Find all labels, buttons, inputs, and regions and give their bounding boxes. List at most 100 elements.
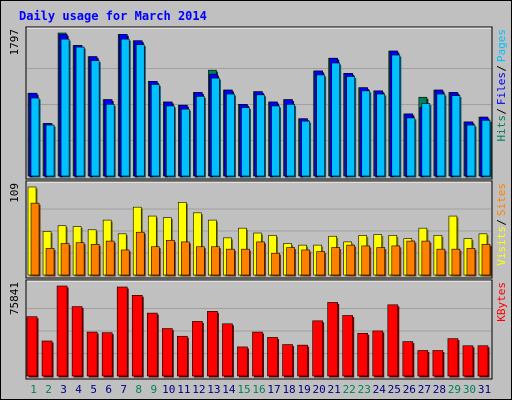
bar-sites-day-16 [256, 241, 265, 276]
bar-sites-day-2 [45, 248, 55, 276]
bar-sites-day-11 [181, 241, 190, 276]
bar-kbytes-day-28 [432, 350, 444, 377]
legend-pages: Pages [495, 29, 508, 62]
bar-sites-day-28 [436, 248, 446, 276]
day-label-31: 31 [478, 383, 491, 396]
bar-kbytes-day-16 [252, 331, 263, 377]
chart-title: Daily usage for March 2014 [19, 9, 207, 23]
bar-kbytes-day-7 [116, 286, 128, 377]
bar-kbytes-day-20 [312, 320, 323, 377]
day-label-10: 10 [162, 383, 175, 396]
bar-sites-day-21 [331, 247, 340, 276]
bar-pages-day-15 [241, 107, 250, 177]
bar-pages-day-10 [166, 105, 175, 177]
day-label-21: 21 [328, 383, 341, 396]
bar-kbytes-day-5 [86, 331, 98, 377]
legend-files: Files [495, 72, 508, 105]
bar-kbytes-day-17 [267, 337, 278, 377]
bar-kbytes-day-30 [462, 345, 474, 377]
day-label-18: 18 [282, 383, 295, 396]
bar-pages-day-9 [150, 84, 160, 177]
day-label-8: 8 [135, 383, 142, 396]
bar-pages-day-24 [376, 93, 386, 177]
bar-kbytes-day-1 [26, 316, 38, 377]
bar-sites-day-5 [90, 244, 100, 276]
bar-pages-day-25 [391, 54, 401, 177]
day-label-6: 6 [105, 383, 112, 396]
day-label-16: 16 [252, 383, 265, 396]
bar-kbytes-day-10 [162, 328, 173, 377]
bar-pages-day-20 [316, 74, 325, 177]
bar-sites-day-26 [406, 240, 416, 276]
legend-sites: Sites [495, 183, 508, 216]
bar-kbytes-day-13 [207, 311, 218, 377]
bar-sites-day-3 [60, 243, 70, 276]
day-label-2: 2 [45, 383, 52, 396]
bar-pages-day-12 [196, 96, 205, 177]
panel-top-max-label: 1797 [8, 29, 21, 56]
bar-kbytes-day-27 [417, 350, 429, 377]
day-label-22: 22 [343, 383, 356, 396]
day-label-17: 17 [267, 383, 280, 396]
bar-sites-day-23 [361, 245, 371, 276]
day-label-5: 5 [90, 383, 97, 396]
bar-sites-day-22 [346, 244, 355, 276]
bar-kbytes-day-29 [447, 338, 459, 377]
day-label-30: 30 [463, 383, 476, 396]
bar-pages-day-30 [466, 124, 476, 177]
legend-separator: / [495, 219, 508, 226]
bar-pages-day-4 [75, 46, 85, 177]
bar-pages-day-8 [135, 44, 145, 177]
bar-sites-day-17 [271, 252, 280, 276]
day-label-7: 7 [120, 383, 127, 396]
day-label-13: 13 [207, 383, 220, 396]
bar-pages-day-11 [181, 108, 190, 177]
bar-kbytes-day-24 [372, 330, 384, 377]
bar-sites-day-30 [466, 248, 476, 276]
panel-middle-max-label: 109 [8, 183, 21, 203]
bar-sites-day-9 [150, 246, 160, 276]
bar-pages-day-26 [406, 117, 416, 177]
bar-kbytes-day-3 [56, 285, 68, 377]
day-label-12: 12 [192, 383, 205, 396]
bar-kbytes-day-8 [131, 295, 143, 377]
legend-kbytes: KBytes [495, 282, 508, 322]
day-label-3: 3 [60, 383, 67, 396]
bar-pages-day-2 [45, 124, 55, 177]
bar-sites-day-20 [316, 251, 325, 276]
bar-sites-day-25 [391, 245, 401, 276]
bar-sites-day-6 [105, 240, 115, 276]
day-label-29: 29 [448, 383, 461, 396]
bar-kbytes-day-22 [342, 315, 353, 377]
day-label-26: 26 [403, 383, 416, 396]
bar-sites-day-27 [421, 240, 431, 276]
bar-kbytes-day-9 [146, 312, 158, 377]
bar-kbytes-day-25 [387, 304, 399, 377]
bar-kbytes-day-2 [41, 340, 53, 377]
day-label-14: 14 [222, 383, 236, 396]
panel-bottom-max-label: 75841 [8, 282, 21, 315]
bar-kbytes-day-14 [222, 323, 233, 377]
bar-sites-day-29 [451, 248, 461, 276]
legend-separator: / [495, 108, 508, 115]
bar-kbytes-day-18 [282, 344, 293, 377]
bar-sites-day-10 [166, 239, 175, 276]
bar-kbytes-day-11 [177, 335, 188, 377]
bar-kbytes-day-26 [402, 341, 414, 377]
bar-sites-day-19 [301, 249, 310, 276]
bar-sites-day-31 [481, 244, 491, 276]
bar-pages-day-28 [436, 93, 446, 177]
bar-sites-day-14 [226, 248, 235, 276]
bar-pages-day-13 [211, 77, 220, 177]
bar-pages-day-19 [301, 120, 310, 177]
bar-kbytes-day-21 [327, 302, 338, 377]
bar-pages-day-17 [271, 105, 280, 177]
day-label-27: 27 [418, 383, 431, 396]
bar-pages-day-5 [90, 60, 100, 177]
day-label-28: 28 [433, 383, 446, 396]
bar-sites-day-24 [376, 247, 386, 276]
bar-sites-day-12 [196, 246, 205, 276]
bar-kbytes-day-23 [357, 332, 369, 377]
